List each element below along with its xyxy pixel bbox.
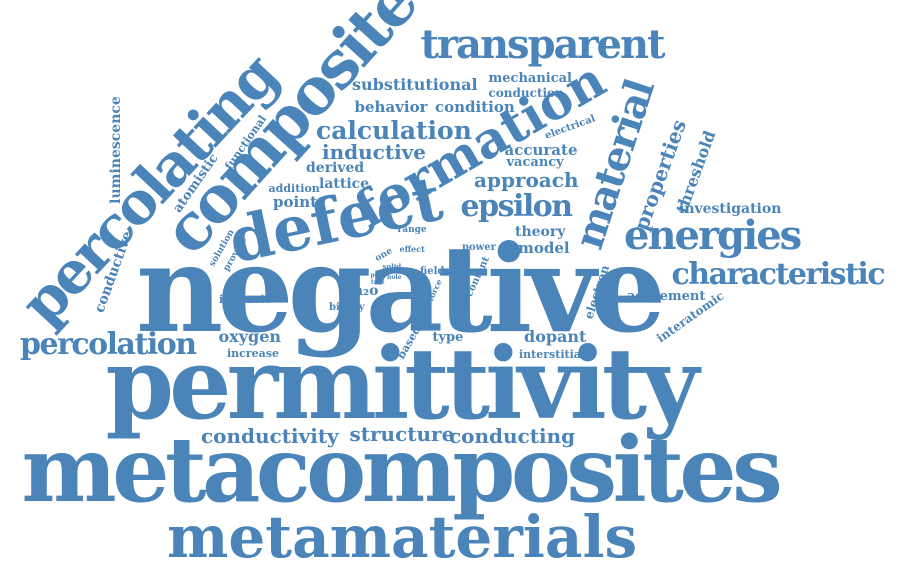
word-condition: condition bbox=[435, 97, 515, 116]
word-structure: structure bbox=[349, 422, 455, 446]
word-power: power bbox=[462, 242, 496, 253]
word-type: type bbox=[432, 329, 464, 345]
word-theory: theory bbox=[515, 224, 566, 240]
word-accurate: accurate bbox=[504, 140, 578, 159]
word-addition: addition bbox=[268, 181, 320, 195]
word-percolation: percolation bbox=[20, 327, 197, 362]
word-permittivity: permittivity bbox=[105, 327, 700, 442]
word-point: point bbox=[273, 192, 318, 211]
word-in2o: in₂o bbox=[347, 283, 379, 299]
word-metacomposites: metacomposites bbox=[21, 417, 783, 523]
word-approach: approach bbox=[474, 168, 579, 192]
word-energies: energies bbox=[624, 212, 802, 259]
word-substitutional: substitutional bbox=[352, 75, 478, 94]
word-tree: tree bbox=[371, 279, 385, 286]
word-increase: increase bbox=[227, 346, 279, 360]
word-metamaterials: metamaterials bbox=[167, 503, 638, 568]
word-behavior: behavior bbox=[354, 97, 428, 116]
word-range: range bbox=[397, 224, 427, 235]
word-inductive: inductive bbox=[322, 140, 427, 164]
word-oxygen: oxygen bbox=[218, 327, 282, 346]
word-interstitial: interstitial bbox=[519, 347, 586, 361]
word-binary: binary bbox=[329, 302, 365, 313]
word-investigation: investigation bbox=[679, 201, 782, 217]
word-mechanical: mechanical bbox=[488, 70, 572, 86]
word-characteristic: characteristic bbox=[671, 257, 886, 292]
word-agreement: agreement bbox=[627, 288, 706, 304]
word-solid: solid bbox=[382, 261, 402, 271]
word-epsilon: epsilon bbox=[460, 189, 574, 224]
word-conducting: conducting bbox=[449, 424, 576, 448]
word-conduction: conduction bbox=[488, 86, 564, 100]
word-derived: derived bbox=[306, 160, 365, 176]
word-conductivity: conductivity bbox=[201, 424, 339, 448]
word-vacancy: vacancy bbox=[506, 154, 564, 170]
word-pose: pose bbox=[370, 272, 386, 279]
word-model: model bbox=[518, 238, 570, 257]
word-lattice: lattice bbox=[319, 176, 370, 192]
word-hole: hole bbox=[387, 274, 402, 281]
word-field: field bbox=[420, 266, 445, 277]
word-intrinsic: intrinsic bbox=[219, 292, 272, 306]
word-effect: effect bbox=[399, 244, 425, 254]
word-calculation: calculation bbox=[316, 115, 472, 145]
word-transparent: transparent bbox=[420, 21, 666, 68]
word-dopant: dopant bbox=[524, 327, 587, 346]
word-luminescence: luminescence bbox=[107, 96, 124, 204]
word-negative: negative bbox=[136, 219, 666, 360]
